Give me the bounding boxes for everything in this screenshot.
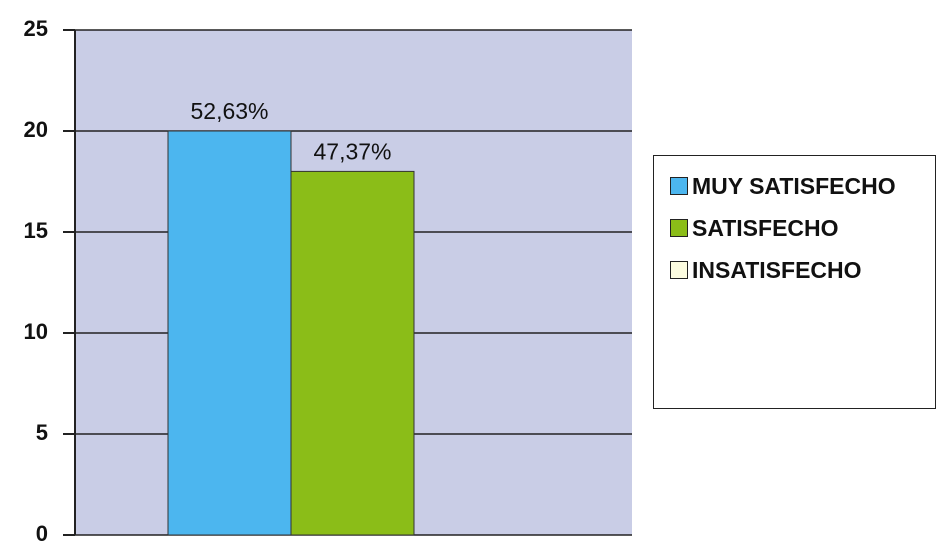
y-tick-label: 25 [24,16,48,41]
legend-swatch [670,219,688,237]
y-tick-label: 0 [36,521,48,545]
bar [167,130,292,536]
legend-entry: INSATISFECHO [662,256,927,284]
legend-label: MUY SATISFECHO [692,173,896,199]
legend-label: INSATISFECHO [692,257,862,283]
y-tick-label: 5 [36,420,48,445]
y-tick-label: 10 [24,319,48,344]
legend: MUY SATISFECHO SATISFECHO INSATISFECHO [653,155,936,409]
value-label: 52,63% [190,98,268,124]
legend-swatch [670,261,688,279]
bar [290,170,415,536]
legend-swatch [670,177,688,195]
y-tick-label: 20 [24,117,48,142]
legend-entry: SATISFECHO [662,214,927,242]
legend-entry: MUY SATISFECHO [662,172,927,200]
y-tick-label: 15 [24,218,48,243]
value-label: 47,37% [313,138,391,164]
legend-label: SATISFECHO [692,215,839,241]
